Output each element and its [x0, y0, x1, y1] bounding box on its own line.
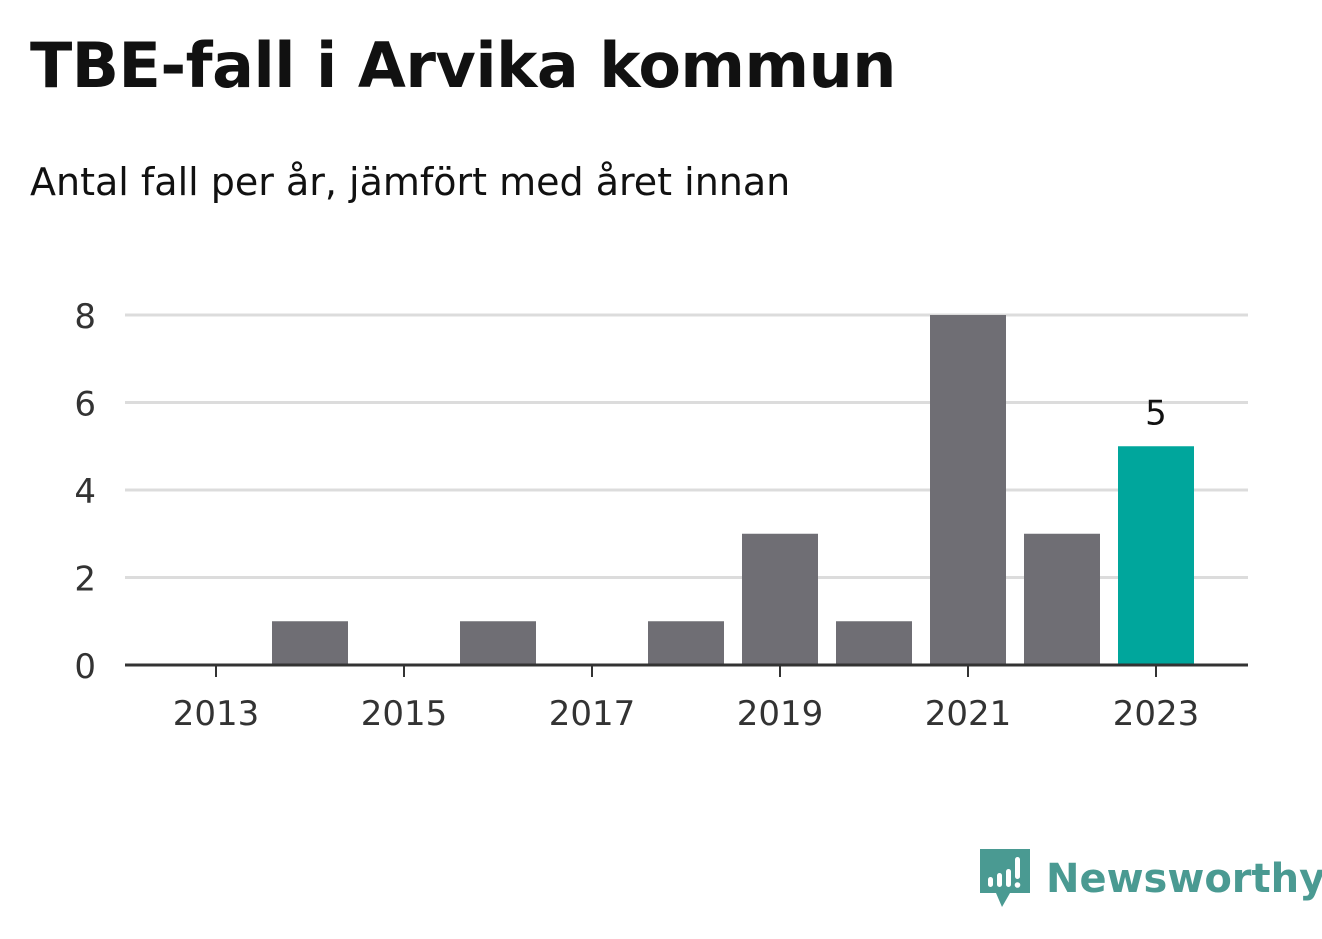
bar-2021: [930, 315, 1006, 665]
x-tick-label-2013: 2013: [173, 694, 260, 734]
labels: 0 2 4 6 8 2013 2015 2017 2019 2021 2023 5: [74, 297, 1199, 734]
bar-2014: [272, 621, 348, 665]
bar-2023: [1118, 446, 1194, 665]
y-tick-label-4: 4: [74, 472, 96, 512]
x-tick-label-2023: 2023: [1113, 694, 1200, 734]
y-tick-label-0: 0: [74, 647, 96, 687]
y-tick-label-2: 2: [74, 560, 96, 600]
bar-2020: [836, 621, 912, 665]
x-tick-label-2019: 2019: [737, 694, 824, 734]
bar-chart: 0 2 4 6 8 2013 2015 2017 2019 2021 2023 5: [74, 297, 1248, 734]
chart-title: TBE-fall i Arvika kommun: [30, 29, 896, 102]
axes: [125, 663, 1248, 677]
newsworthy-logo-icon: [980, 849, 1030, 907]
bar-2016: [460, 621, 536, 665]
y-tick-label-8: 8: [74, 297, 96, 337]
y-tick-label-6: 6: [74, 385, 96, 425]
bar-2019: [742, 533, 818, 665]
data-label-2023: 5: [1145, 393, 1167, 433]
x-tick-label-2015: 2015: [361, 694, 448, 734]
bar-2018: [648, 621, 724, 665]
bar-2022: [1024, 533, 1100, 665]
x-tick-label-2017: 2017: [549, 694, 636, 734]
bars: [272, 315, 1194, 665]
brand: Newsworthy: [980, 848, 1322, 910]
brand-name: Newsworthy: [1046, 856, 1322, 902]
x-tick-label-2021: 2021: [925, 694, 1012, 734]
chart-subtitle: Antal fall per år, jämfört med året inna…: [30, 160, 791, 204]
